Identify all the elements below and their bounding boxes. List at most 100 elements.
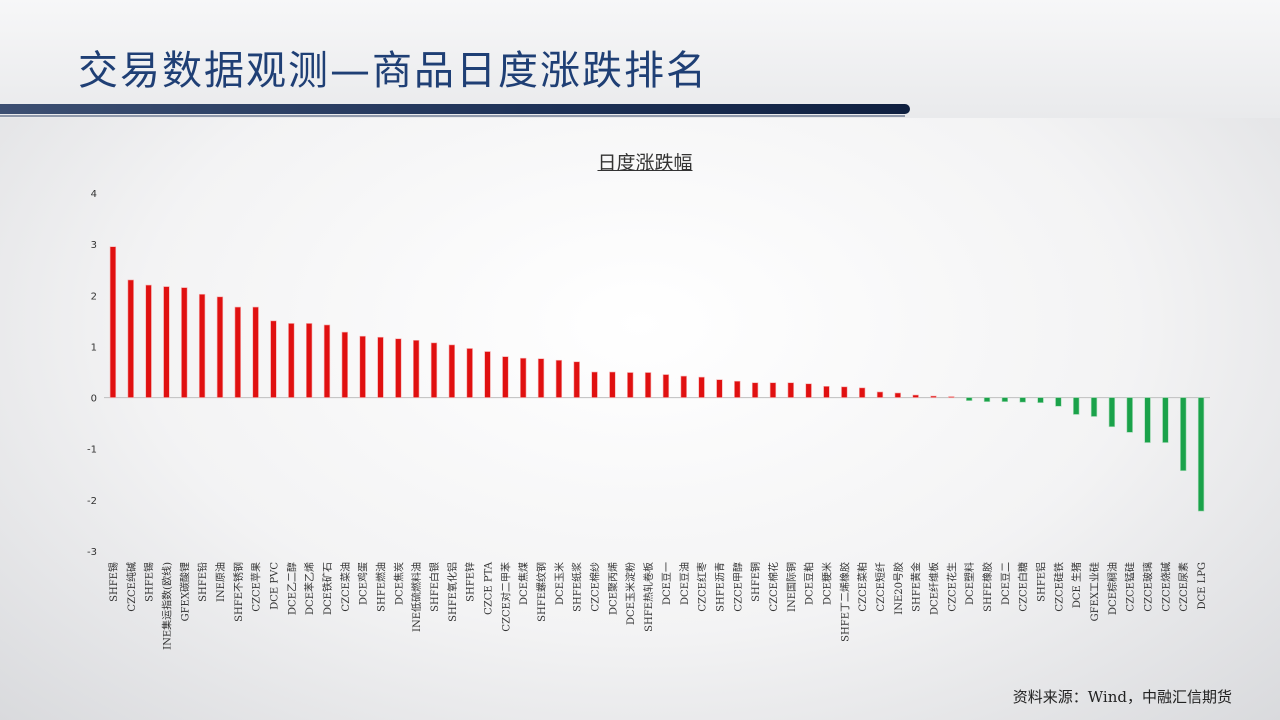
bar (1162, 397, 1169, 443)
x-category-label: DCE焦炭 (392, 562, 405, 605)
bar (787, 382, 794, 398)
x-category-label: DCE豆一 (661, 562, 673, 605)
x-category-label: SHFE锌 (464, 562, 477, 602)
bar (930, 395, 937, 398)
x-category-label: DCE 生猪 (1070, 562, 1083, 608)
x-category-label: CZCE短纤 (874, 562, 887, 612)
bar (413, 339, 420, 398)
bar (234, 306, 241, 398)
bar (359, 335, 366, 398)
bar (109, 246, 117, 398)
bar (983, 397, 991, 402)
x-category-label: INE集运指数(欧线) (160, 562, 173, 650)
bar (573, 361, 580, 398)
x-category-label: SHFE沥青 (713, 562, 726, 612)
bar (145, 284, 152, 398)
bar (858, 387, 866, 398)
x-category-label: CZCE对二甲苯 (499, 562, 512, 632)
bar (163, 286, 170, 398)
bar (734, 380, 741, 398)
x-category-label: CZCE PTA (484, 561, 495, 615)
bar (609, 371, 616, 398)
y-tick-label: 4 (91, 189, 97, 200)
x-category-label: CZCE菜油 (339, 562, 352, 612)
x-category-label: CZCE纯碱 (125, 562, 138, 612)
bar (1073, 397, 1080, 415)
x-category-label: CZCE苹果 (250, 562, 263, 612)
x-category-label: SHFE不锈钢 (232, 562, 245, 622)
bar (912, 394, 919, 398)
x-category-label: DCE铁矿石 (321, 562, 334, 615)
bar (716, 379, 723, 398)
source-note: 资料来源：Wind，中融汇信期货 (1012, 688, 1232, 706)
bar (841, 386, 848, 398)
header-band (0, 0, 1280, 118)
x-category-label: SHFE热轧卷板 (642, 562, 655, 632)
x-category-label: CZCE尿素 (1177, 562, 1190, 612)
x-category-label: SHFE燃油 (375, 562, 388, 612)
x-category-label: SHFE白银 (428, 562, 441, 612)
page-title: 交易数据观测—商品日度涨跌排名 (78, 48, 708, 94)
bar (644, 372, 652, 398)
x-category-label: CZCE硅铁 (1052, 562, 1065, 612)
bar (1090, 397, 1098, 417)
bar (198, 293, 206, 398)
x-category-label: SHFE螺纹钢 (535, 562, 548, 622)
x-category-label: CZCE白糖 (1017, 562, 1030, 612)
bar (591, 371, 598, 398)
bar (323, 324, 331, 398)
x-category-label: CZCE玻璃 (1142, 562, 1155, 612)
bar (216, 296, 224, 398)
bar (537, 358, 545, 398)
bar (751, 382, 759, 398)
bar (484, 351, 491, 398)
x-category-label: CZCE菜粕 (856, 562, 869, 612)
x-category-label: DCE鸡蛋 (357, 562, 370, 605)
x-category-label: SHFE黄金 (910, 562, 923, 612)
bar (698, 376, 705, 398)
y-tick-label: -1 (87, 445, 97, 456)
bar (395, 338, 402, 398)
x-category-label: DCE豆油 (678, 562, 691, 605)
y-tick-label: -2 (87, 496, 97, 507)
bar (1037, 397, 1044, 403)
x-category-label: CZCE锰硅 (1124, 562, 1137, 612)
x-category-label: SHFE橡胶 (981, 562, 994, 612)
bar (466, 348, 473, 398)
bar (948, 396, 955, 398)
y-tick-label: 3 (91, 240, 97, 251)
chart-title: 日度涨跌幅 (597, 152, 693, 174)
bar (680, 375, 687, 398)
bar (1197, 397, 1205, 512)
x-category-label: DCE豆二 (1000, 562, 1012, 605)
bar (966, 397, 973, 401)
bar (555, 359, 563, 398)
x-category-label: SHFE纸浆 (571, 562, 584, 612)
title-rule-thin (0, 115, 905, 117)
x-category-label: DCE PVC (269, 562, 280, 610)
bar (288, 323, 295, 398)
bar (305, 323, 313, 398)
bar (377, 336, 384, 398)
y-tick-label: -3 (87, 547, 97, 558)
bar (520, 357, 527, 398)
bar (127, 279, 134, 398)
bar (181, 287, 188, 398)
x-category-label: CZCE烧碱 (1159, 562, 1172, 612)
x-category-label: SHFE铅 (196, 562, 209, 602)
x-category-label: DCE焦煤 (517, 562, 530, 605)
x-category-label: SHFE锡 (107, 562, 120, 602)
x-category-label: GFEX碳酸锂 (178, 562, 191, 621)
bar (627, 372, 634, 398)
x-category-label: DCE塑料 (963, 562, 976, 605)
bar (270, 320, 277, 398)
x-category-label: SHFE锡 (143, 562, 156, 602)
x-category-label: INE低硫燃料油 (410, 562, 423, 632)
bar (662, 374, 670, 398)
bar (1126, 397, 1133, 433)
x-category-label: GFEX工业硅 (1088, 562, 1101, 621)
bar (769, 382, 777, 398)
bar (876, 391, 884, 398)
